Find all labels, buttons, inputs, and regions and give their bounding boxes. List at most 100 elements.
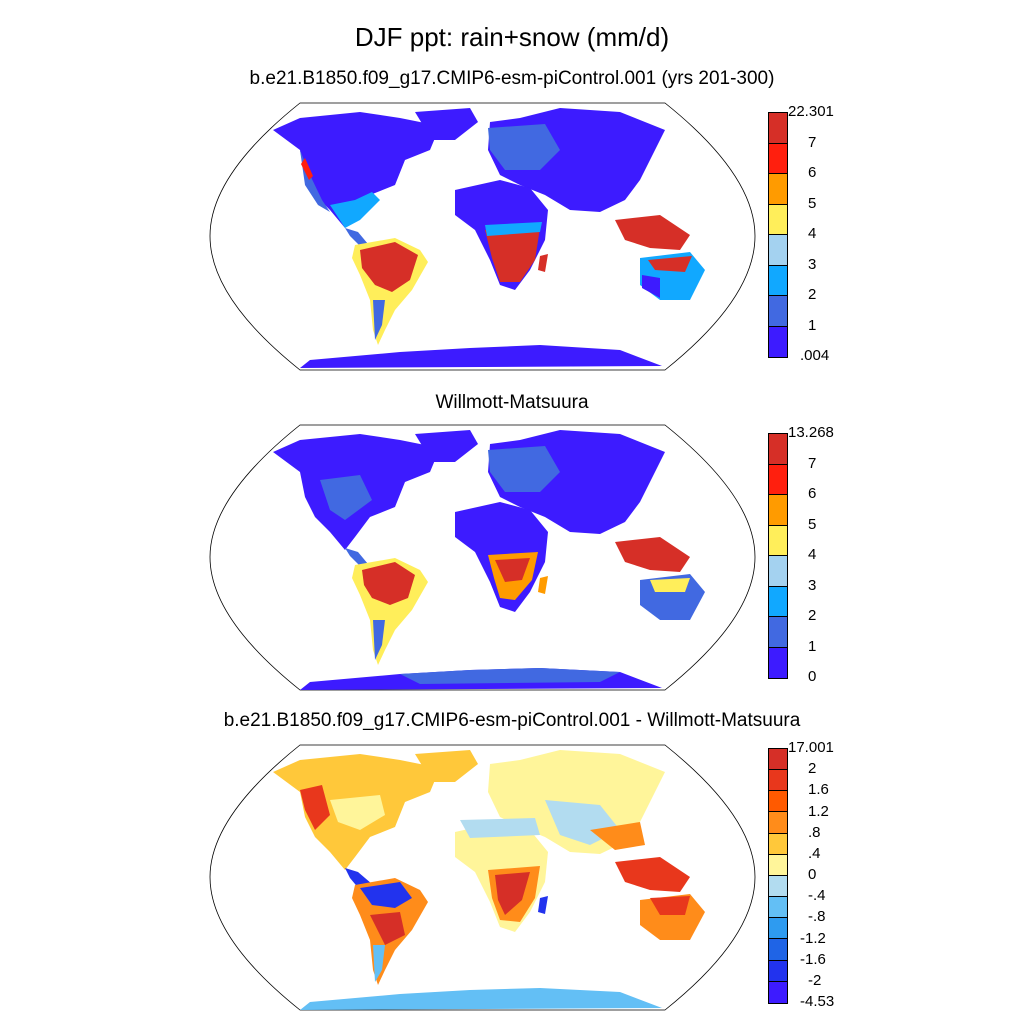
south-asia-region bbox=[590, 822, 645, 850]
na-southeast-region bbox=[330, 192, 380, 228]
colorbar-swatch bbox=[769, 556, 787, 587]
north-america-region bbox=[273, 112, 440, 228]
amazon-region bbox=[360, 882, 412, 908]
colorbar-swatch bbox=[769, 296, 787, 327]
colorbar-label: 6 bbox=[808, 485, 817, 502]
africa-core-region bbox=[495, 872, 530, 915]
colorbar-swatch bbox=[769, 812, 787, 834]
colorbar-swatch bbox=[769, 854, 787, 876]
na-central-region bbox=[330, 795, 385, 830]
colorbar-swatch bbox=[769, 617, 787, 648]
colorbar-swatch bbox=[769, 204, 787, 235]
colorbar-swatch bbox=[769, 791, 787, 813]
panel-1-title: b.e21.B1850.f09_g17.CMIP6-esm-piControl.… bbox=[249, 68, 775, 89]
brazil-region bbox=[370, 912, 405, 945]
colorbar-label: 1.2 bbox=[808, 802, 829, 820]
maritime-continent-region bbox=[615, 537, 690, 572]
colorbar-label: 5 bbox=[808, 515, 817, 533]
colorbar-swatch bbox=[769, 875, 787, 898]
colorbar-label: .4 bbox=[808, 844, 821, 862]
africa-core-region bbox=[495, 558, 530, 582]
central-america-region bbox=[345, 228, 368, 246]
colorbar-label: 3 bbox=[808, 255, 817, 273]
australia-north-region bbox=[648, 256, 692, 272]
colorbar-swatch bbox=[769, 586, 787, 617]
colorbar-swatch bbox=[769, 918, 787, 940]
colorbar-label: -.8 bbox=[808, 908, 826, 926]
colorbar-label: -2 bbox=[808, 971, 822, 989]
madagascar-region bbox=[538, 576, 548, 594]
panel-2-colorbar bbox=[768, 433, 788, 679]
colorbar-label: .8 bbox=[808, 823, 821, 841]
north-africa-region bbox=[460, 818, 540, 838]
colorbar-swatch bbox=[769, 434, 787, 465]
colorbar-label: 4 bbox=[808, 225, 817, 242]
colorbar-swatch bbox=[769, 749, 787, 771]
panel-3-title: b.e21.B1850.f09_g17.CMIP6-esm-piControl.… bbox=[223, 710, 801, 731]
na-pacific-nw-region bbox=[301, 158, 313, 180]
colorbar-label: 0 bbox=[808, 668, 817, 685]
colorbar-swatch bbox=[769, 265, 787, 296]
colorbar-label: 1.6 bbox=[808, 781, 829, 799]
colorbar-label: 5 bbox=[808, 194, 817, 212]
central-america-region bbox=[345, 548, 368, 566]
figure-title: DJF ppt: rain+snow (mm/d) bbox=[354, 22, 670, 52]
colorbar-swatch bbox=[769, 939, 787, 961]
na-west-region bbox=[300, 785, 330, 830]
colorbar-swatch bbox=[769, 235, 787, 266]
australia-north-region bbox=[650, 578, 690, 592]
europe-region bbox=[488, 446, 560, 492]
colorbar-swatch bbox=[769, 833, 787, 855]
colorbar-label: 2 bbox=[808, 607, 817, 624]
colorbar-label: 7 bbox=[808, 133, 817, 151]
panel-1-colorbar bbox=[768, 112, 788, 358]
colorbar-swatch bbox=[769, 174, 787, 205]
colorbar-label: .004 bbox=[800, 347, 830, 364]
colorbar-swatch bbox=[769, 960, 787, 982]
antarctica-coast-region bbox=[400, 668, 620, 684]
australia-north-region bbox=[650, 896, 690, 915]
colorbar-label: 22.301 bbox=[788, 103, 834, 120]
europe-region bbox=[488, 124, 560, 170]
amazon-region bbox=[362, 562, 415, 605]
na-west-coast-region bbox=[300, 150, 330, 212]
panel-2-title: Willmott-Matsuura bbox=[435, 392, 589, 413]
africa-equator-region bbox=[485, 222, 542, 236]
colorbar-label: 2 bbox=[808, 286, 817, 303]
colorbar-label: -.4 bbox=[808, 887, 826, 905]
madagascar-region bbox=[538, 254, 548, 272]
colorbar-label: 17.001 bbox=[788, 739, 834, 756]
antarctica-region bbox=[300, 345, 662, 368]
greenland-region bbox=[415, 750, 478, 782]
maritime-continent-region bbox=[615, 215, 690, 250]
colorbar-label: -4.53 bbox=[800, 993, 835, 1010]
greenland-region bbox=[415, 430, 478, 462]
south-america-south-region bbox=[373, 945, 385, 982]
maritime-continent-region bbox=[615, 857, 690, 892]
colorbar-label: -1.2 bbox=[800, 929, 826, 947]
colorbar-label: 4 bbox=[808, 546, 817, 563]
amazon-region bbox=[360, 242, 418, 292]
colorbar-swatch bbox=[769, 495, 787, 526]
antarctica-region bbox=[300, 988, 662, 1010]
africa-south-region bbox=[485, 228, 540, 282]
colorbar-label: 6 bbox=[808, 164, 817, 181]
colorbar-swatch bbox=[769, 525, 787, 556]
colorbar-swatch bbox=[769, 143, 787, 174]
colorbar-swatch bbox=[769, 981, 787, 1003]
colorbar-swatch bbox=[769, 113, 787, 144]
south-america-south-region bbox=[373, 620, 385, 660]
colorbar-label: 13.268 bbox=[788, 424, 834, 441]
colorbar-label: 3 bbox=[808, 576, 817, 594]
madagascar-region bbox=[538, 896, 548, 914]
south-america-south-region bbox=[373, 300, 385, 340]
panel-3-colorbar bbox=[768, 748, 788, 1004]
colorbar-label: 7 bbox=[808, 454, 817, 472]
colorbar-swatch bbox=[769, 647, 787, 678]
colorbar-swatch bbox=[769, 326, 787, 357]
colorbar-swatch bbox=[769, 464, 787, 495]
colorbar-label: 1 bbox=[808, 637, 817, 655]
